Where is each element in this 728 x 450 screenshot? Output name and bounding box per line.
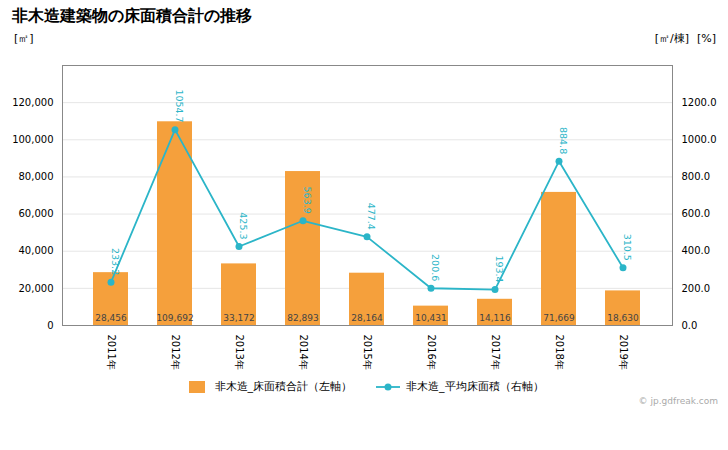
svg-text:0: 0 [47, 320, 53, 331]
svg-text:40,000: 40,000 [19, 245, 54, 256]
svg-text:82,893: 82,893 [287, 313, 319, 323]
svg-text:600.0: 600.0 [682, 208, 711, 219]
svg-text:1000.0: 1000.0 [682, 134, 717, 145]
svg-text:425.3: 425.3 [238, 212, 249, 239]
svg-text:477.4: 477.4 [366, 203, 377, 230]
svg-text:1200.0: 1200.0 [682, 97, 717, 108]
svg-text:28,164: 28,164 [351, 313, 383, 323]
svg-text:33,172: 33,172 [223, 313, 255, 323]
svg-text:563.9: 563.9 [302, 187, 313, 214]
svg-text:193.4: 193.4 [494, 255, 505, 282]
svg-text:2017年: 2017年 [490, 335, 501, 370]
svg-text:2011年: 2011年 [106, 335, 117, 370]
html-text:非木造建築物の床面積合計の推移: 非木造建築物の床面積合計の推移 [12, 6, 252, 25]
svg-text:0.0: 0.0 [682, 320, 698, 331]
svg-text:20,000: 20,000 [19, 283, 54, 294]
svg-text:233.2: 233.2 [110, 248, 121, 275]
svg-text:2015年: 2015年 [362, 335, 373, 370]
svg-text:2018年: 2018年 [554, 335, 565, 370]
html-text:[㎡/棟]: [㎡/棟] [654, 32, 689, 45]
svg-text:80,000: 80,000 [19, 171, 54, 182]
svg-text:2012年: 2012年 [170, 335, 181, 370]
svg-text:10,431: 10,431 [415, 313, 447, 323]
svg-text:120,000: 120,000 [12, 97, 53, 108]
svg-text:200.6: 200.6 [430, 254, 441, 281]
svg-text:109,692: 109,692 [156, 313, 193, 323]
svg-text:2016年: 2016年 [426, 335, 437, 370]
svg-text:14,116: 14,116 [479, 313, 511, 323]
svg-text:2019年: 2019年 [618, 335, 629, 370]
svg-text:200.0: 200.0 [682, 283, 711, 294]
svg-text:400.0: 400.0 [682, 245, 711, 256]
svg-text:100,000: 100,000 [12, 134, 53, 145]
svg-text:2014年: 2014年 [298, 335, 309, 370]
svg-text:1054.7: 1054.7 [174, 89, 185, 122]
svg-text:884.8: 884.8 [558, 127, 569, 154]
html-text:非木造_平均床面積（右軸）: 非木造_平均床面積（右軸） [406, 380, 544, 393]
html-text:© jp.gdfreak.com: © jp.gdfreak.com [638, 396, 718, 406]
html-text:非木造_床面積合計（左軸）: 非木造_床面積合計（左軸） [214, 380, 352, 393]
svg-text:60,000: 60,000 [19, 208, 54, 219]
svg-text:800.0: 800.0 [682, 171, 711, 182]
svg-text:310.5: 310.5 [622, 234, 633, 261]
svg-text:28,456: 28,456 [95, 313, 127, 323]
svg-text:2013年: 2013年 [234, 335, 245, 370]
svg-text:71,669: 71,669 [543, 313, 575, 323]
svg-text:18,630: 18,630 [607, 313, 639, 323]
